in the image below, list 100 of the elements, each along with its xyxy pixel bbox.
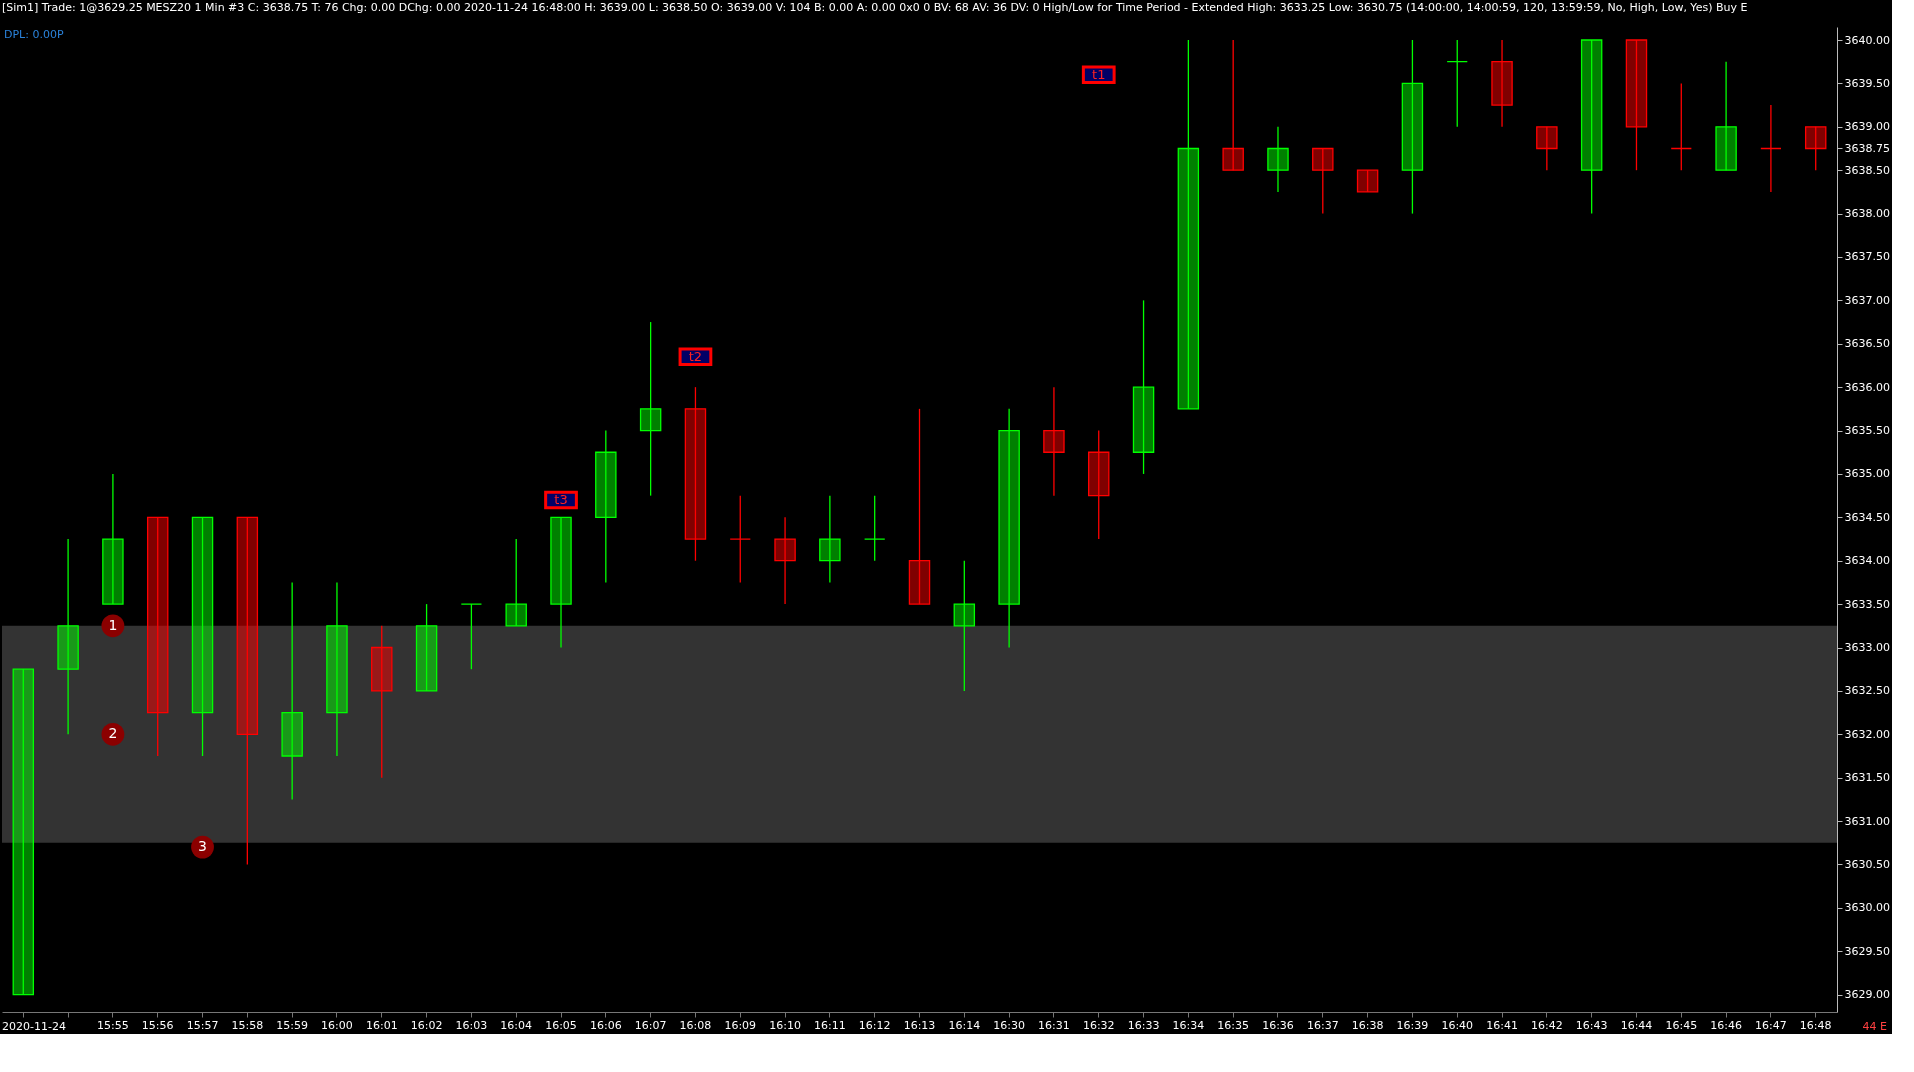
x-tick-label: 16:40 — [1441, 1018, 1474, 1032]
y-tick-label: 3629.00 — [1844, 988, 1890, 1002]
x-tick-label: 16:34 — [1172, 1018, 1205, 1032]
annotation: t1 — [1092, 66, 1106, 82]
y-tick-label: 3631.50 — [1844, 771, 1890, 785]
x-tick-label: 16:33 — [1127, 1018, 1160, 1032]
x-tick-label: 16:13 — [903, 1018, 936, 1032]
candlestick — [1401, 39, 1424, 215]
y-tick-label: 3632.00 — [1844, 727, 1890, 741]
candlestick — [460, 603, 483, 670]
candlestick — [1804, 126, 1827, 171]
candlestick — [371, 625, 393, 779]
candlestick — [326, 581, 348, 757]
annotation: t2 — [688, 348, 703, 364]
y-tick-label: 3639.50 — [1844, 76, 1890, 90]
candlestick — [1446, 39, 1468, 128]
x-tick-label: 16:45 — [1665, 1018, 1698, 1032]
candlestick — [1356, 169, 1379, 193]
candlestick — [57, 538, 79, 735]
x-tick-label: 16:37 — [1306, 1018, 1339, 1032]
x-tick-label: 16:06 — [589, 1018, 622, 1032]
y-tick-label: 3636.00 — [1844, 380, 1890, 394]
annotation: t3 — [554, 491, 568, 507]
x-tick-label: 16:01 — [365, 1018, 398, 1032]
annotation: DPL: 0.00P — [4, 28, 64, 41]
x-tick-label: 16:39 — [1396, 1018, 1429, 1032]
y-tick-label: 3634.50 — [1844, 510, 1890, 524]
x-tick-label: 15:56 — [141, 1018, 174, 1032]
x-tick-label: 16:31 — [1038, 1018, 1070, 1032]
x-tick-label: 16:14 — [948, 1018, 981, 1032]
chart-title: [Sim1] Trade: 1@3629.25 MESZ20 1 Min #3 C: 3638.75 T: 76 Chg: 0.00 DChg: 0.00 2020-11-24 16:48:00 H: 3639.00 L: 3638.50 O: 3639.00 V: 104 B: 0.00 A: 0.00 0x0 0 BV: 68 AV: 36 DV: 0 High/Low for Time Period - Extended High: 3633.25 Low: 3630.75 (14:00:00, 14:00:59, 120, 13:59:59, No, High, Low, Yes) Buy E — [2, 1, 1748, 14]
x-tick-label: 16:00 — [321, 1018, 353, 1032]
candlestick — [1580, 39, 1603, 215]
x-tick-label: 16:04 — [500, 1018, 533, 1032]
y-tick-label: 3630.00 — [1844, 901, 1890, 915]
candlestick — [1670, 82, 1693, 171]
candlestick — [1760, 104, 1782, 193]
x-tick-label: 16:38 — [1351, 1018, 1384, 1032]
candlestick — [1088, 429, 1110, 540]
x-tick-label: 15:58 — [231, 1018, 264, 1032]
x-tick-label: 16:12 — [858, 1018, 891, 1032]
candlestick — [505, 538, 527, 627]
candlestick — [550, 516, 572, 649]
candlestick — [1625, 39, 1648, 171]
x-tick-label: 16:42 — [1531, 1018, 1563, 1032]
x-tick-label: 16:08 — [679, 1018, 712, 1032]
candlestick — [1132, 299, 1155, 475]
x-tick-label: 15:59 — [276, 1018, 308, 1032]
candlestick — [236, 516, 259, 866]
y-tick-label: 3637.50 — [1844, 250, 1890, 264]
candlestick — [819, 494, 841, 584]
x-tick-label: 16:48 — [1799, 1018, 1832, 1032]
y-tick-label: 3631.00 — [1844, 814, 1890, 828]
candlestick — [1177, 39, 1200, 410]
x-tick-label: 16:05 — [545, 1018, 577, 1032]
y-tick-label: 3630.50 — [1844, 857, 1890, 871]
candlestick — [684, 386, 707, 562]
candlestick — [774, 516, 796, 605]
annotation: 1 — [108, 616, 118, 633]
y-tick-label: 3636.50 — [1844, 337, 1890, 351]
x-tick-label: 16:03 — [455, 1018, 488, 1032]
y-tick-label: 3635.50 — [1844, 424, 1890, 438]
candlestick — [1267, 126, 1289, 193]
candlestick — [953, 560, 976, 692]
x-tick-label: 16:32 — [1082, 1018, 1115, 1032]
candlestick — [908, 408, 931, 605]
candlestick — [191, 516, 214, 757]
x-tick-label: 16:44 — [1620, 1018, 1653, 1032]
candlestick — [863, 494, 886, 562]
candlestick — [1222, 39, 1244, 171]
candlestick — [1715, 61, 1737, 171]
annotation: 2 — [108, 725, 118, 742]
candlestick — [639, 321, 662, 497]
x-tick-label: 16:47 — [1755, 1018, 1787, 1032]
x-tick-label: 16:46 — [1710, 1018, 1742, 1032]
y-tick-label: 3633.00 — [1844, 641, 1890, 655]
x-tick-label: 15:55 — [97, 1018, 129, 1032]
annotation: 3 — [198, 838, 207, 855]
y-tick-label: 3639.00 — [1844, 120, 1890, 134]
candlestick — [281, 581, 303, 801]
candlestick — [729, 494, 751, 584]
candlestick — [146, 516, 169, 757]
y-tick-label: 3629.50 — [1844, 944, 1890, 958]
x-tick-label: 16:02 — [410, 1018, 443, 1032]
y-tick-label: 3640.00 — [1844, 33, 1890, 47]
x-tick-label: 15:57 — [186, 1018, 219, 1032]
candlestick — [415, 603, 438, 692]
candlestick — [1312, 147, 1334, 215]
x-tick-label: 16:11 — [814, 1018, 846, 1032]
candlestick — [1043, 386, 1065, 497]
x-tick-label: 16:30 — [993, 1018, 1025, 1032]
y-tick-label: 3634.00 — [1844, 554, 1890, 568]
candlestick — [1491, 39, 1513, 128]
x-tick-label: 16:10 — [769, 1018, 801, 1032]
y-tick-label: 3638.75 — [1844, 142, 1890, 155]
candlestick — [12, 668, 35, 996]
candlestick — [998, 408, 1020, 649]
x-tick-label: 16:35 — [1217, 1018, 1250, 1032]
y-tick-label: 3638.00 — [1844, 207, 1890, 221]
x-tick-label: 16:09 — [724, 1018, 757, 1032]
